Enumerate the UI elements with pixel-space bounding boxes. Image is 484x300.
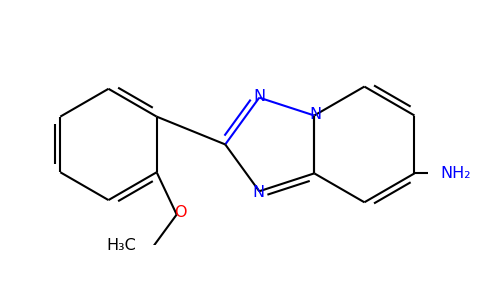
Text: N: N: [252, 185, 264, 200]
Text: NH₂: NH₂: [440, 166, 471, 181]
Text: O: O: [174, 205, 186, 220]
Text: H₃C: H₃C: [106, 238, 136, 253]
Text: N: N: [253, 89, 265, 104]
Text: N: N: [309, 107, 321, 122]
